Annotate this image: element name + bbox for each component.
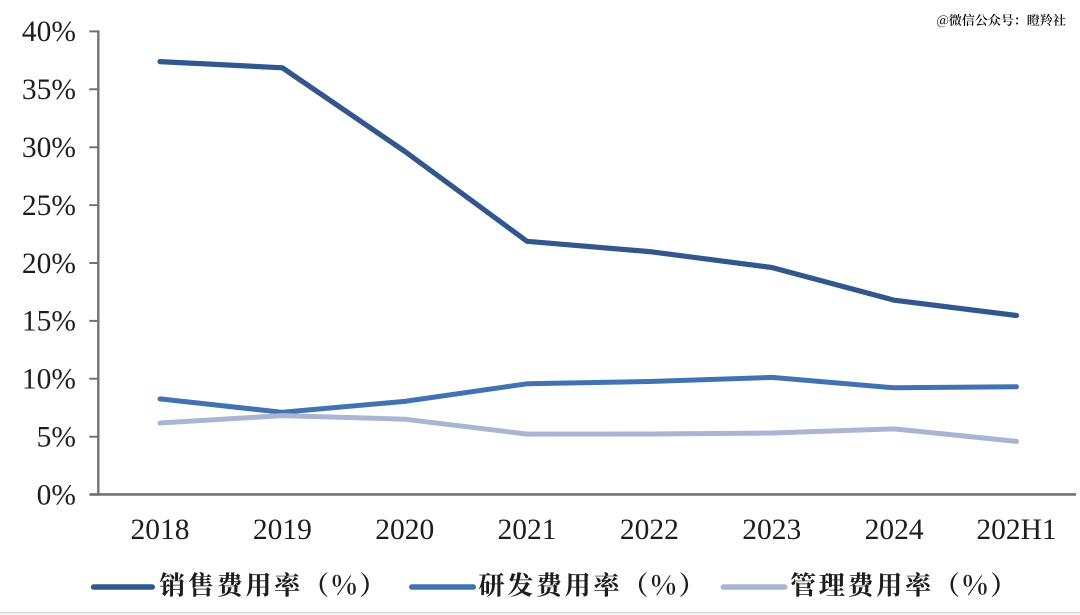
svg-text:2022: 2022	[620, 514, 679, 546]
svg-text:2018: 2018	[131, 514, 190, 546]
svg-text:5%: 5%	[37, 422, 76, 454]
svg-text:2021: 2021	[498, 514, 557, 546]
svg-text:10%: 10%	[22, 364, 76, 396]
svg-text:35%: 35%	[22, 74, 76, 106]
svg-text:202H1: 202H1	[976, 514, 1056, 546]
svg-text:2020: 2020	[375, 514, 434, 546]
svg-text:2023: 2023	[742, 514, 801, 546]
svg-text:15%: 15%	[22, 306, 76, 338]
svg-text:25%: 25%	[22, 190, 76, 222]
svg-text:40%: 40%	[22, 16, 76, 48]
svg-text:30%: 30%	[22, 132, 76, 164]
svg-text:2024: 2024	[865, 514, 924, 546]
svg-text:20%: 20%	[22, 248, 76, 280]
svg-text:0%: 0%	[37, 479, 76, 511]
svg-text:2019: 2019	[253, 514, 312, 546]
